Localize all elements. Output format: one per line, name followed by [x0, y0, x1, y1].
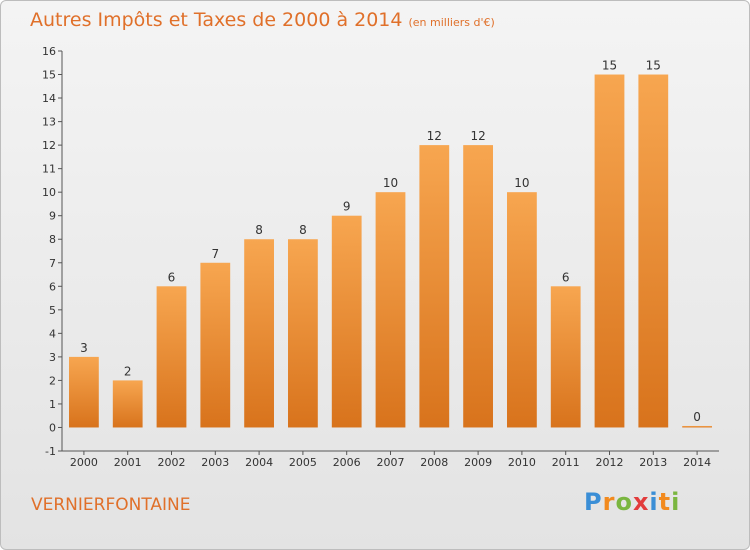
y-tick-label: 1 [49, 398, 56, 411]
bar-2004 [244, 239, 274, 428]
x-tick-label: 2003 [201, 456, 229, 469]
logo-letter: x [632, 488, 650, 516]
data-label-2009: 12 [470, 129, 485, 143]
x-tick-label: 2012 [596, 456, 624, 469]
y-tick-label: 14 [42, 92, 56, 105]
data-label-2012: 15 [602, 59, 617, 73]
data-label-2010: 10 [514, 176, 529, 190]
place-name: VERNIERFONTAINE [31, 495, 191, 515]
bar-2000 [69, 356, 99, 428]
data-label-2005: 8 [299, 223, 307, 237]
data-label-2014: 0 [693, 410, 701, 424]
data-label-2007: 10 [383, 176, 398, 190]
y-tick-label: 9 [49, 210, 56, 223]
logo-letter: t [658, 488, 672, 516]
data-label-2004: 8 [255, 223, 263, 237]
bar-2009 [463, 145, 493, 428]
bar-2013 [638, 74, 669, 428]
chart-title: Autres Impôts et Taxes de 2000 à 2014 (en… [30, 9, 495, 31]
y-tick-label: 0 [49, 421, 56, 434]
data-label-2000: 3 [80, 341, 88, 355]
title-unit: (en milliers d'€) [408, 16, 495, 29]
bar-2001 [112, 380, 143, 428]
bar-2003 [200, 262, 231, 428]
bar-2008 [419, 145, 450, 428]
logo-letter: i [671, 488, 681, 516]
data-label-2003: 7 [211, 247, 219, 261]
y-tick-label: 15 [42, 69, 56, 82]
bar-2011 [550, 286, 581, 428]
x-tick-label: 2010 [508, 456, 536, 469]
y-tick-label: -1 [45, 445, 56, 458]
y-tick-label: 2 [49, 374, 56, 387]
bar-2012 [594, 74, 625, 428]
y-tick-label: 11 [42, 163, 56, 176]
x-tick-label: 2005 [289, 456, 317, 469]
data-label-2002: 6 [168, 270, 176, 284]
title-text: Autres Impôts et Taxes de 2000 à 2014 [30, 9, 403, 31]
x-tick-label: 2009 [464, 456, 492, 469]
logo-letter: P [584, 488, 603, 516]
bar-2002 [156, 286, 187, 428]
x-tick-label: 2002 [158, 456, 186, 469]
data-label-2001: 2 [124, 364, 132, 378]
y-tick-label: 10 [42, 186, 56, 199]
x-tick-label: 2008 [420, 456, 448, 469]
x-tick-label: 2011 [552, 456, 580, 469]
x-tick-label: 2000 [70, 456, 98, 469]
y-tick-label: 4 [49, 327, 56, 340]
proxiti-logo: Proxiti [584, 488, 680, 516]
data-label-2008: 12 [427, 129, 442, 143]
y-tick-label: 13 [42, 116, 56, 129]
bar-2006 [331, 215, 362, 428]
bar-2014 [682, 425, 712, 428]
bar-2005 [288, 239, 318, 428]
y-tick-label: 16 [42, 45, 56, 58]
data-label-2013: 15 [646, 59, 661, 73]
y-tick-label: 12 [42, 139, 56, 152]
data-label-2006: 9 [343, 200, 351, 214]
bar-2010 [507, 192, 537, 428]
x-tick-label: 2014 [683, 456, 711, 469]
y-tick-label: 3 [49, 351, 56, 364]
logo-letter: o [615, 488, 633, 516]
logo-letter: r [602, 488, 616, 516]
data-label-2011: 6 [562, 270, 570, 284]
x-tick-label: 2007 [377, 456, 405, 469]
bar-2007 [375, 192, 406, 428]
y-tick-label: 7 [49, 257, 56, 270]
x-tick-label: 2001 [114, 456, 142, 469]
x-tick-label: 2004 [245, 456, 273, 469]
x-tick-label: 2013 [639, 456, 667, 469]
logo-letter: i [649, 488, 659, 516]
x-tick-label: 2006 [333, 456, 361, 469]
y-tick-label: 5 [49, 304, 56, 317]
y-tick-label: 8 [49, 233, 56, 246]
y-tick-label: 6 [49, 280, 56, 293]
